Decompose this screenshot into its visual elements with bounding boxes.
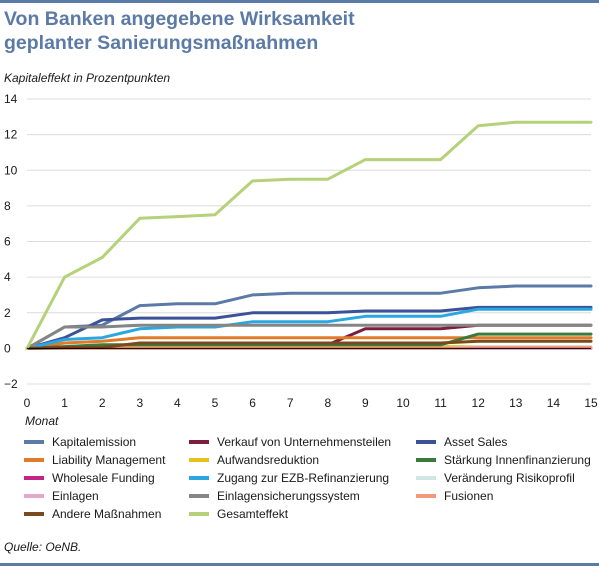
legend-swatch [24,458,44,462]
x-tick-label: 3 [136,396,143,410]
legend-label: Gesamteffekt [217,507,289,521]
legend-swatch [24,440,44,444]
x-tick-label: 1 [61,396,68,410]
legend-label: Einlagensicherungssystem [217,489,360,503]
legend-swatch [24,512,44,516]
y-tick-label: −2 [4,377,18,391]
chart-title: Von Banken angegebene Wirksamkeit geplan… [4,7,594,55]
x-tick-label: 9 [362,396,369,410]
series-line [25,305,593,350]
legend-swatch [416,440,436,444]
x-tick-label: 12 [472,396,486,410]
legend-label: Asset Sales [444,435,508,449]
legend-swatch [24,476,44,480]
legend-swatch [416,476,436,480]
legend-label: Fusionen [444,489,494,503]
title-line-1: Von Banken angegebene Wirksamkeit [4,8,355,30]
x-tick-label: 11 [434,396,447,410]
legend-label: Liability Management [52,453,166,467]
top-rule [0,0,599,3]
x-tick-label: 13 [509,396,523,410]
x-tick-label: 14 [547,396,561,410]
y-axis-label: Kapitaleffekt in Prozentpunkten [4,71,171,85]
x-tick-label: 0 [24,396,31,410]
x-tick-label: 7 [287,396,294,410]
y-tick-label: 12 [4,128,18,142]
series-line [25,284,593,350]
x-tick-label: 5 [212,396,219,410]
x-tick-label: 15 [584,396,598,410]
x-tick-label: 4 [174,396,181,410]
chart-legend: Kapitalemission Verkauf von Unternehmenst… [24,436,599,526]
legend-label: Stärkung Innenfinanzierung [444,453,591,467]
legend-swatch [189,512,209,516]
legend-swatch [189,476,209,480]
y-tick-label: 6 [4,235,11,249]
bottom-rule [0,563,599,566]
title-line-2: geplanter Sanierungsmaßnahmen [4,32,319,54]
y-tick-label: 0 [4,341,11,355]
x-axis-label: Monat [25,414,59,428]
series-line [25,120,593,350]
legend-swatch [416,458,436,462]
legend-label: Veränderung Risikoprofil [444,471,575,485]
legend-label: Kapitalemission [52,435,137,449]
legend-swatch [189,440,209,444]
legend-swatch [24,494,44,498]
legend-label: Aufwandsreduktion [217,453,320,467]
y-tick-label: 2 [4,306,11,320]
series-line [25,336,593,350]
y-tick-label: 8 [4,199,11,213]
y-tick-label: 4 [4,270,11,284]
x-tick-label: 10 [396,396,410,410]
x-tick-label: 6 [249,396,256,410]
series-line [25,307,593,350]
y-tick-label: 14 [4,92,18,106]
x-tick-label: 8 [324,396,331,410]
series-line [25,323,593,350]
x-tick-label: 2 [99,396,106,410]
legend-swatch [416,494,436,498]
legend-label: Wholesale Funding [52,471,155,485]
legend-label: Verkauf von Unternehmensteilen [217,435,392,449]
legend-label: Einlagen [52,489,99,503]
legend-swatch [189,494,209,498]
y-tick-label: 10 [4,163,18,177]
legend-label: Andere Maßnahmen [52,507,162,521]
legend-swatch [189,458,209,462]
legend-label: Zugang zur EZB-Refinanzierung [217,471,390,485]
series-line [25,339,593,350]
source-note: Quelle: OeNB. [4,540,82,554]
